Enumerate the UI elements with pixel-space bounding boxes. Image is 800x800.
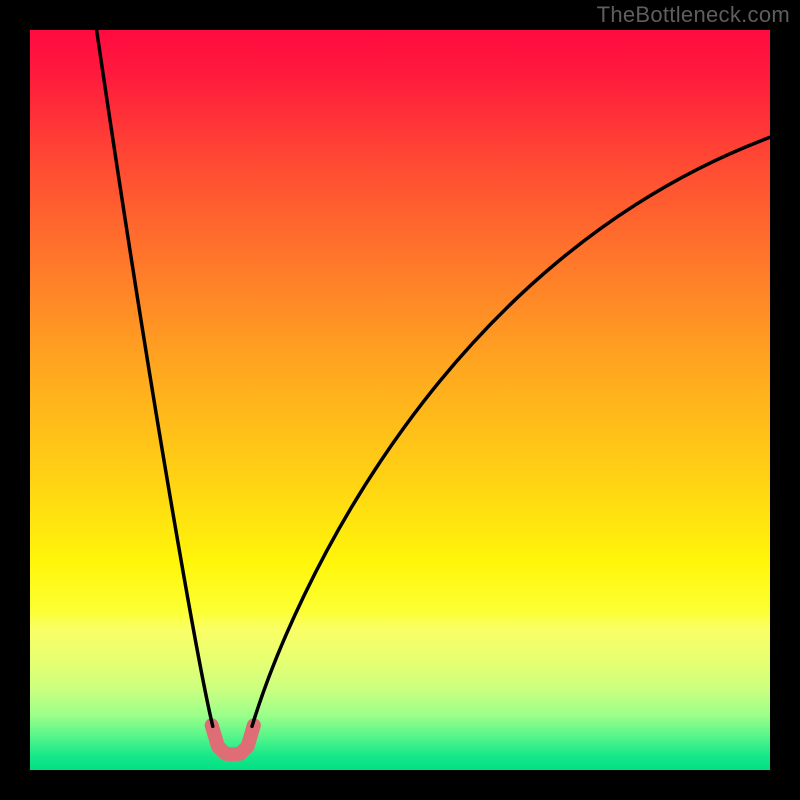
plot-area — [30, 30, 770, 770]
watermark-text: TheBottleneck.com — [597, 2, 790, 28]
chart-svg — [0, 0, 800, 800]
chart-stage: TheBottleneck.com — [0, 0, 800, 800]
gradient-background — [30, 30, 770, 770]
